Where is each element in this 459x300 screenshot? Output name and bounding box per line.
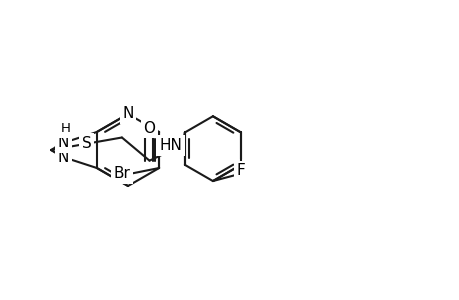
Text: F: F	[236, 164, 245, 178]
Text: Br: Br	[113, 166, 130, 181]
Text: H: H	[61, 122, 71, 135]
Text: N: N	[58, 135, 69, 150]
Text: O: O	[143, 121, 155, 136]
Text: HN: HN	[159, 138, 182, 153]
Text: N: N	[122, 106, 134, 122]
Text: N: N	[58, 150, 69, 165]
Text: S: S	[81, 136, 91, 151]
